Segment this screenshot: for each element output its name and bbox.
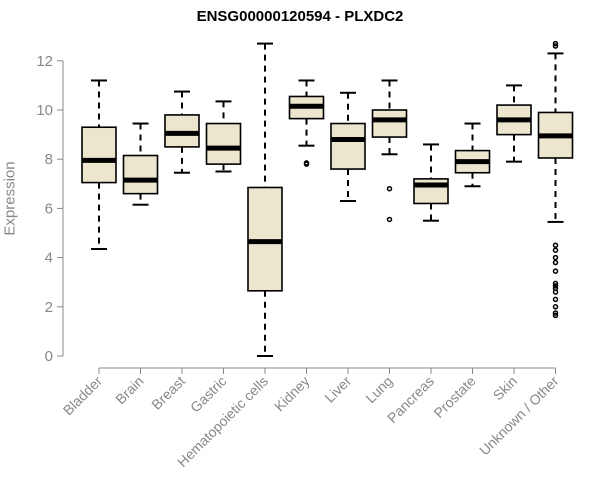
outlier-point: [552, 283, 559, 289]
y-tick-label: 0: [45, 348, 53, 365]
y-tick-label: 6: [45, 200, 53, 217]
outlier-point: [386, 185, 393, 192]
outlier-point: [552, 43, 559, 49]
x-tick-label: Bladder: [60, 373, 106, 419]
y-tick-label: 4: [45, 250, 53, 267]
y-tick-label: 8: [45, 151, 53, 168]
outlier-point: [552, 280, 559, 287]
box-gastric: [205, 122, 242, 165]
x-tick-label: Breast: [148, 373, 188, 413]
box-lung: [371, 109, 408, 138]
outlier-point: [386, 216, 393, 223]
outlier-point: [552, 296, 559, 303]
x-tick-label: Kidney: [271, 373, 313, 415]
chart-title: ENSG00000120594 - PLXDC2: [196, 8, 404, 25]
outlier-point: [552, 304, 559, 310]
x-tick-label: Prostate: [430, 373, 478, 421]
x-tick-label: Skin: [490, 373, 521, 404]
outlier-point: [303, 161, 310, 167]
y-tick-label: 10: [36, 102, 53, 119]
outlier-point: [552, 259, 559, 266]
x-tick-label: Liver: [321, 373, 354, 406]
y-tick-label: 12: [36, 53, 53, 70]
x-tick-label: Brain: [112, 373, 146, 407]
outlier-point: [552, 254, 559, 261]
y-tick-label: 2: [45, 299, 53, 316]
box-brain: [122, 154, 159, 195]
box-bladder: [81, 126, 117, 184]
outlier-point: [552, 312, 559, 319]
outlier-point: [552, 242, 559, 249]
x-tick-label: Lung: [362, 373, 395, 406]
x-tick-label: Unknown / Other: [476, 373, 562, 459]
outlier-point: [552, 268, 559, 274]
outlier-point: [552, 310, 559, 316]
outlier-point: [552, 289, 559, 295]
box-liver: [330, 122, 366, 170]
outlier-point: [552, 247, 559, 253]
outlier-point: [552, 40, 559, 47]
